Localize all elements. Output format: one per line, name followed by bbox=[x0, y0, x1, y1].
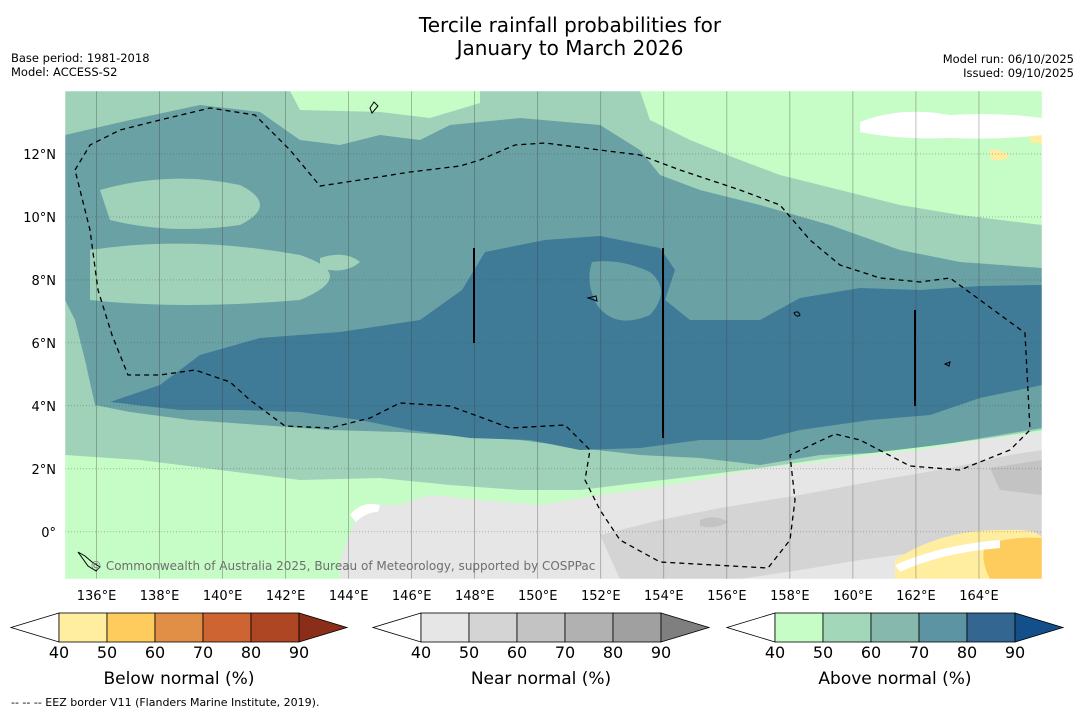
colorbar-legends: 40 50 60 70 80 90 Below normal (%) 40 50 60 70 80 90… bbox=[9, 612, 1065, 689]
latitude-label: 10°N bbox=[23, 211, 56, 226]
longitude-label: 144°E bbox=[329, 589, 369, 604]
island-b bbox=[793, 311, 801, 317]
longitude-label: 152°E bbox=[581, 589, 621, 604]
base-period-label: Base period: 1981-2018 bbox=[11, 51, 150, 65]
colorbar-tick-label: 80 bbox=[957, 643, 977, 662]
colorbar-tick-label: 60 bbox=[145, 643, 165, 662]
model-run-label: Model run: 06/10/2025 bbox=[942, 52, 1074, 66]
colorbar-segment bbox=[966, 612, 1016, 643]
solid-boundary-lines bbox=[473, 248, 916, 438]
colorbar-segment bbox=[202, 612, 252, 643]
model-label: Model: ACCESS-S2 bbox=[11, 65, 118, 79]
colorbar-tick-label: 70 bbox=[555, 643, 575, 662]
above-50-islands bbox=[90, 178, 360, 305]
below-40-field bbox=[895, 134, 1042, 579]
copyright-note: © Commonwealth of Australia 2025, Bureau… bbox=[90, 559, 595, 573]
longitude-label: 156°E bbox=[707, 589, 747, 604]
near-60-field bbox=[700, 460, 1042, 528]
longitude-label: 154°E bbox=[644, 589, 684, 604]
colorbar-tick-label: 80 bbox=[241, 643, 261, 662]
colorbar-tick-label: 90 bbox=[651, 643, 671, 662]
model-info: Base period: 1981-2018 Model: ACCESS-S2 bbox=[11, 51, 150, 79]
longitude-label: 146°E bbox=[392, 589, 432, 604]
latitude-label: 0° bbox=[41, 526, 56, 541]
latitude-label: 2°N bbox=[32, 463, 57, 478]
colorbar-tick-label: 40 bbox=[411, 643, 431, 662]
run-info: Model run: 06/10/2025 Issued: 09/10/2025 bbox=[943, 52, 1074, 80]
colorbar-segment bbox=[106, 612, 156, 643]
latitude-label: 4°N bbox=[32, 400, 57, 415]
latitude-label: 8°N bbox=[32, 274, 57, 289]
colorbar-tick-label: 70 bbox=[909, 643, 929, 662]
latitude-label: 12°N bbox=[23, 148, 56, 163]
colorbar-tick-label: 40 bbox=[49, 643, 69, 662]
colorbar-tick-label: 60 bbox=[507, 643, 527, 662]
longitude-label: 138°E bbox=[140, 589, 180, 604]
longitude-label: 164°E bbox=[959, 589, 999, 604]
longitude-label: 158°E bbox=[770, 589, 810, 604]
longitude-label: 148°E bbox=[455, 589, 495, 604]
title-line-2: January to March 2026 bbox=[456, 36, 684, 60]
probability-fields bbox=[65, 91, 1042, 579]
colorbar-over-extension bbox=[1014, 612, 1065, 643]
colorbar-above: 40 50 60 70 80 90 Above normal (%) bbox=[725, 612, 1065, 689]
longitude-label: 160°E bbox=[833, 589, 873, 604]
colorbar-segment bbox=[468, 612, 518, 643]
colorbar-segment bbox=[870, 612, 920, 643]
colorbar-segment bbox=[154, 612, 204, 643]
map-frame bbox=[64, 90, 1043, 580]
colorbar-title: Below normal (%) bbox=[104, 669, 255, 689]
eez-border-palau-fsm bbox=[74, 107, 1031, 569]
colorbar-segment bbox=[250, 612, 300, 643]
above-40-north-field bbox=[290, 91, 1042, 225]
island-d bbox=[77, 551, 101, 572]
colorbar-segment bbox=[58, 612, 108, 643]
colorbar-tick-label: 40 bbox=[765, 643, 785, 662]
eez-source-note: -- -- -- EEZ border V11 (Flanders Marine… bbox=[11, 696, 320, 709]
colorbar-below: 40 50 60 70 80 90 Below normal (%) bbox=[9, 612, 349, 689]
colorbar-segment bbox=[918, 612, 968, 643]
colorbar-tick-label: 60 bbox=[861, 643, 881, 662]
above-60-inner-patch bbox=[589, 261, 661, 321]
colorbar-tick-label: 80 bbox=[603, 643, 623, 662]
colorbar-under-extension bbox=[725, 612, 776, 643]
longitude-label: 150°E bbox=[518, 589, 558, 604]
latitude-label: 6°N bbox=[32, 337, 57, 352]
colorbar-segment bbox=[612, 612, 662, 643]
colorbar-title: Near normal (%) bbox=[471, 669, 611, 689]
longitude-label: 142°E bbox=[266, 589, 306, 604]
colorbar-tick-label: 70 bbox=[193, 643, 213, 662]
colorbar-over-extension bbox=[660, 612, 711, 643]
colorbar-tick-label: 90 bbox=[1005, 643, 1025, 662]
colorbar-segment bbox=[516, 612, 566, 643]
title-line-1: Tercile rainfall probabilities for bbox=[418, 13, 722, 37]
colorbar-under-extension bbox=[371, 612, 422, 643]
island-e bbox=[586, 295, 598, 302]
colorbar-segment bbox=[822, 612, 872, 643]
map-title: Tercile rainfall probabilities for Janua… bbox=[0, 14, 1085, 60]
issued-label: Issued: 09/10/2025 bbox=[963, 66, 1074, 80]
colorbar-segment bbox=[420, 612, 470, 643]
island-a bbox=[369, 101, 379, 114]
colorbar-segment bbox=[774, 612, 824, 643]
colorbar-title: Above normal (%) bbox=[818, 669, 971, 689]
colorbar-over-extension bbox=[298, 612, 349, 643]
longitude-label: 136°E bbox=[77, 589, 117, 604]
colorbar-tick-label: 50 bbox=[97, 643, 117, 662]
colorbar-tick-label: 50 bbox=[459, 643, 479, 662]
islands bbox=[77, 101, 951, 572]
longitude-labels: 136°E 138°E 140°E 142°E 144°E 146°E 148°E 150°E… bbox=[77, 589, 999, 604]
island-c bbox=[943, 361, 951, 367]
colorbar-tick-label: 50 bbox=[813, 643, 833, 662]
colorbar-tick-label: 90 bbox=[289, 643, 309, 662]
eez-borders bbox=[74, 107, 1031, 569]
longitude-label: 162°E bbox=[896, 589, 936, 604]
colorbar-under-extension bbox=[9, 612, 60, 643]
longitude-label: 140°E bbox=[203, 589, 243, 604]
colorbar-segment bbox=[564, 612, 614, 643]
colorbar-near: 40 50 60 70 80 90 Near normal (%) bbox=[371, 612, 711, 689]
latitude-labels: 12°N 10°N 8°N 6°N 4°N 2°N 0° bbox=[23, 148, 56, 541]
